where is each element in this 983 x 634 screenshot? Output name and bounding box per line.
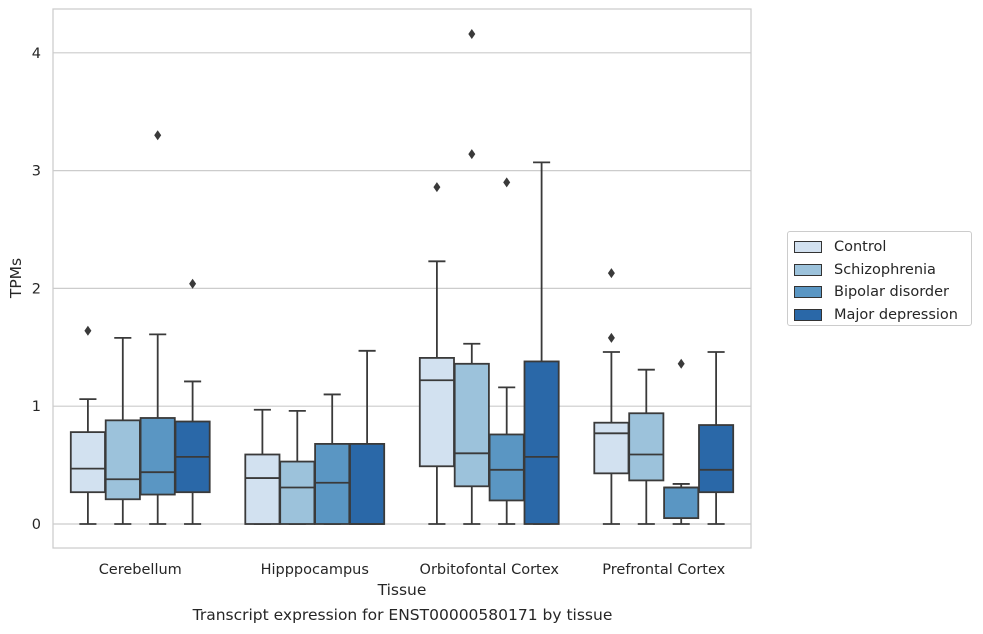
x-tick-label: Hipppocampus [261,562,369,578]
legend-swatch [794,308,822,321]
box-group [593,268,630,525]
grid-lines [53,52,751,525]
box-group [104,336,141,525]
outlier-point [84,325,92,336]
outlier-point [607,268,615,279]
box-group [314,393,351,525]
x-tick-label: Cerebellum [99,562,182,578]
outlier-point [468,28,476,39]
outlier-point [503,177,511,188]
x-tick-label: Orbitofontal Cortex [420,562,560,578]
outlier-point [607,332,615,343]
box-body [453,362,490,488]
outlier-point [189,278,197,289]
box-group [488,177,525,525]
chart-marks [69,28,735,525]
legend-item: Bipolar disorder [794,281,965,304]
plot-frame [52,8,752,549]
legend-swatch [794,286,822,299]
outlier-point [468,149,476,160]
legend-label: Control [834,239,887,256]
y-tick-labels: 0 1 2 3 4 [32,46,41,533]
box-group [628,368,665,525]
chart-caption: Transcript expression for ENST0000058017… [192,606,613,624]
box-group [418,182,455,525]
box-body [698,424,735,494]
legend-swatch [794,241,822,254]
box-group [174,278,211,525]
box-body [663,486,700,520]
box-body [488,433,525,502]
box-body [523,360,560,525]
legend-item: Major depression [794,304,965,327]
box-group [279,410,316,525]
outlier-point [154,130,162,141]
y-tick-label: 4 [32,46,41,62]
box-group [139,130,176,525]
legend: Control Schizophrenia Bipolar disorder Majo… [787,231,972,326]
y-tick-label: 1 [32,399,41,415]
box-body [279,460,316,525]
legend-label: Schizophrenia [834,261,936,278]
box-group [523,161,560,525]
legend-swatch [794,263,822,276]
box-group [698,351,735,525]
y-tick-label: 0 [32,517,41,533]
box-group [244,408,281,525]
box-body [314,442,351,525]
y-tick-label: 2 [32,281,41,297]
box-body [244,453,281,525]
outlier-point [677,358,685,369]
outlier-point [433,182,441,193]
x-axis-label: Tissue [377,581,427,599]
x-tick-labels: Cerebellum Hipppocampus Orbitofontal Corte… [99,562,726,578]
box-body [104,419,141,501]
x-tick-label: Prefrontal Cortex [602,562,725,578]
box-body [628,412,665,482]
y-axis-label: TPMs [7,258,25,299]
box-group [453,28,490,525]
legend-label: Major depression [834,306,958,323]
box-body [349,442,386,525]
box-body [139,417,176,496]
legend-item: Control [794,236,965,259]
box-group [349,349,386,525]
box-body [593,421,630,475]
box-group [69,325,106,525]
box-body [418,357,455,468]
box-body [69,431,106,494]
box-group [663,358,700,525]
legend-item: Schizophrenia [794,259,965,282]
y-tick-label: 3 [32,164,41,180]
legend-label: Bipolar disorder [834,284,949,301]
